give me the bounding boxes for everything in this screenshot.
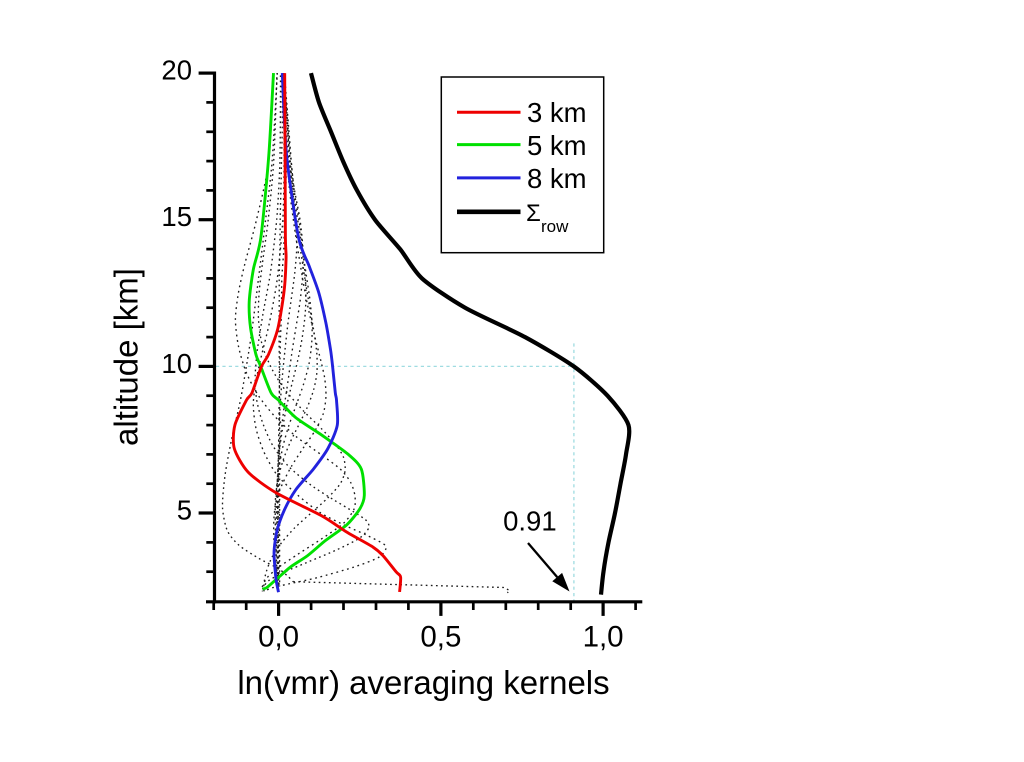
svg-text:altitude [km]: altitude [km]	[108, 268, 145, 446]
svg-text:0.91: 0.91	[503, 505, 557, 536]
svg-text:ln(vmr) averaging kernels: ln(vmr) averaging kernels	[237, 664, 609, 701]
svg-text:8 km: 8 km	[527, 163, 587, 194]
svg-text:5 km: 5 km	[527, 130, 587, 161]
svg-text:1,0: 1,0	[583, 621, 624, 654]
svg-text:row: row	[541, 217, 569, 236]
svg-text:Σ: Σ	[526, 200, 541, 227]
svg-text:0,5: 0,5	[420, 621, 461, 654]
svg-text:15: 15	[161, 201, 192, 232]
svg-text:10: 10	[161, 348, 192, 379]
svg-text:3 km: 3 km	[527, 97, 587, 128]
svg-text:20: 20	[161, 55, 192, 86]
svg-text:5: 5	[177, 495, 192, 526]
svg-text:0,0: 0,0	[258, 621, 299, 654]
